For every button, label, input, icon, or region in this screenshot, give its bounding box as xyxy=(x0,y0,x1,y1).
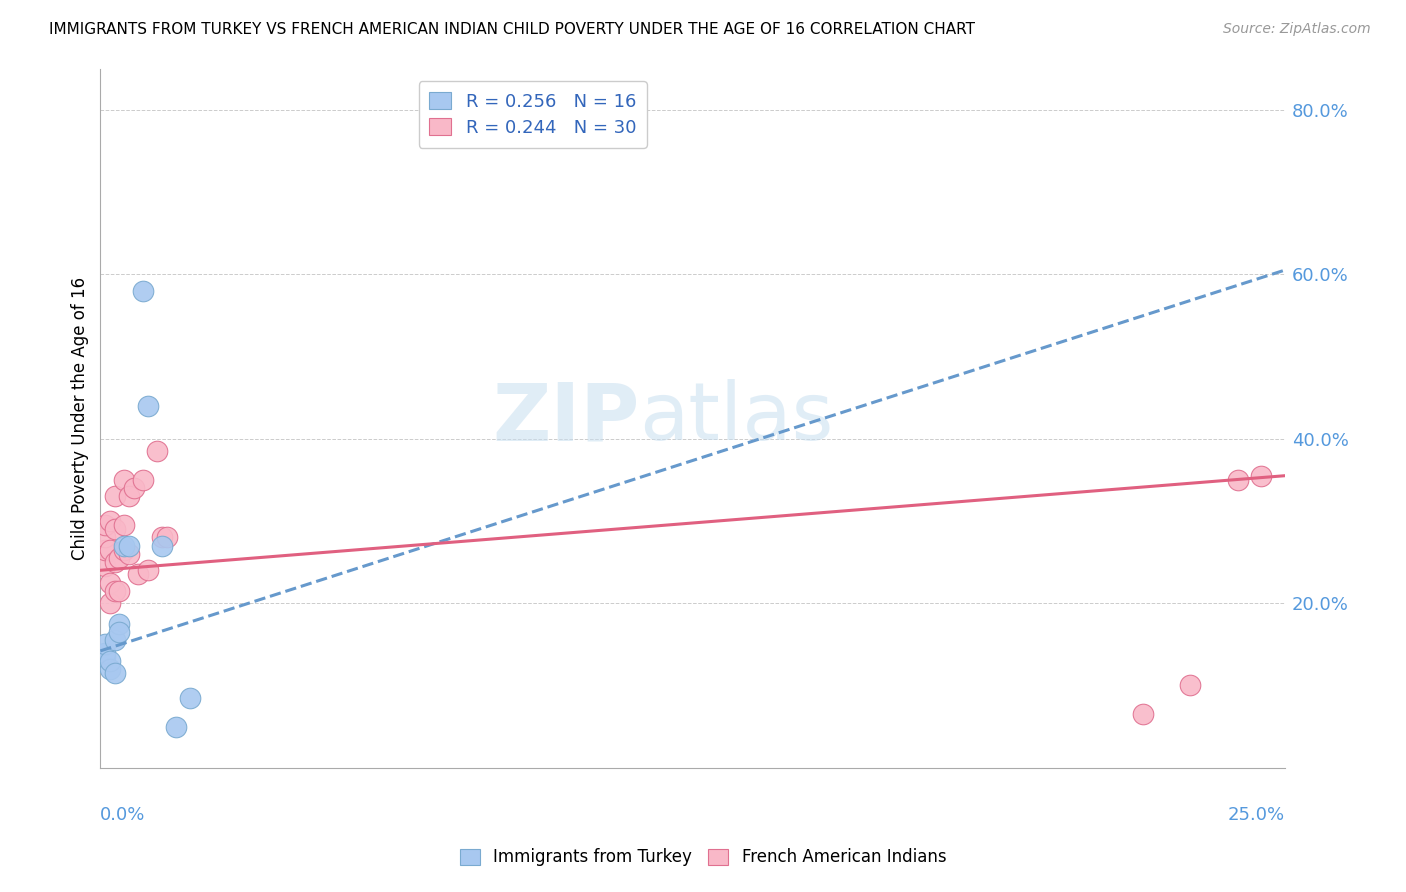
Text: Source: ZipAtlas.com: Source: ZipAtlas.com xyxy=(1223,22,1371,37)
Text: IMMIGRANTS FROM TURKEY VS FRENCH AMERICAN INDIAN CHILD POVERTY UNDER THE AGE OF : IMMIGRANTS FROM TURKEY VS FRENCH AMERICA… xyxy=(49,22,976,37)
Point xyxy=(122,481,145,495)
Point xyxy=(103,555,125,569)
Point xyxy=(165,720,187,734)
Legend: R = 0.256   N = 16, R = 0.244   N = 30: R = 0.256 N = 16, R = 0.244 N = 30 xyxy=(419,81,647,147)
Point xyxy=(98,654,121,668)
Point xyxy=(1132,707,1154,722)
Point xyxy=(103,489,125,503)
Point xyxy=(118,489,141,503)
Point xyxy=(150,530,173,544)
Y-axis label: Child Poverty Under the Age of 16: Child Poverty Under the Age of 16 xyxy=(72,277,89,559)
Point xyxy=(98,542,121,557)
Point xyxy=(103,666,125,681)
Point xyxy=(103,583,125,598)
Point xyxy=(108,551,131,566)
Point xyxy=(98,662,121,676)
Point xyxy=(136,399,159,413)
Point xyxy=(136,563,159,577)
Point xyxy=(103,522,125,536)
Point xyxy=(98,514,121,528)
Point xyxy=(108,583,131,598)
Point xyxy=(118,539,141,553)
Point xyxy=(94,518,117,533)
Point xyxy=(108,616,131,631)
Point xyxy=(127,567,149,582)
Point xyxy=(94,559,117,574)
Legend: Immigrants from Turkey, French American Indians: Immigrants from Turkey, French American … xyxy=(453,842,953,873)
Point xyxy=(1226,473,1249,487)
Point xyxy=(1180,678,1202,692)
Point xyxy=(156,530,179,544)
Point xyxy=(132,473,155,487)
Point xyxy=(146,444,169,458)
Point xyxy=(94,542,117,557)
Point xyxy=(108,624,131,639)
Point xyxy=(118,547,141,561)
Point xyxy=(94,637,117,651)
Text: 25.0%: 25.0% xyxy=(1227,806,1285,824)
Point xyxy=(112,518,135,533)
Point xyxy=(103,633,125,648)
Point xyxy=(98,575,121,590)
Point xyxy=(112,473,135,487)
Point xyxy=(94,646,117,660)
Point xyxy=(94,530,117,544)
Point xyxy=(94,649,117,664)
Point xyxy=(112,539,135,553)
Point xyxy=(1250,468,1272,483)
Point xyxy=(132,284,155,298)
Text: ZIP: ZIP xyxy=(492,379,640,457)
Point xyxy=(179,690,201,705)
Point xyxy=(98,596,121,610)
Text: atlas: atlas xyxy=(640,379,834,457)
Text: 0.0%: 0.0% xyxy=(100,806,146,824)
Point xyxy=(112,542,135,557)
Point xyxy=(150,539,173,553)
